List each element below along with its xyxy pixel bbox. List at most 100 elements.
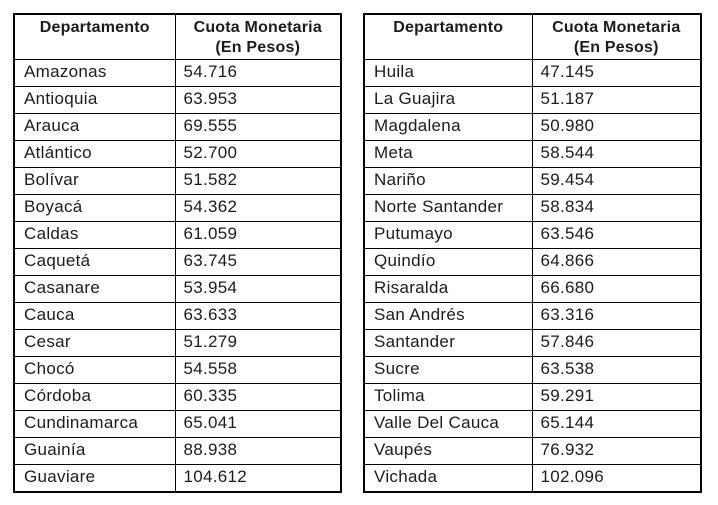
department-cell: Casanare — [13, 275, 176, 304]
quota-cell: 51.582 — [174, 167, 342, 196]
quota-cell: 64.866 — [531, 248, 702, 277]
department-cell: Boyacá — [13, 194, 176, 223]
quota-cell: 66.680 — [531, 275, 702, 304]
department-cell: Chocó — [13, 356, 176, 385]
department-cell: Atlántico — [13, 140, 176, 169]
table-row: Caldas 61.059 — [13, 221, 342, 250]
quota-cell: 52.700 — [174, 140, 342, 169]
department-cell: Norte Santander — [363, 194, 533, 223]
department-cell: Amazonas — [13, 59, 176, 88]
department-cell: Sucre — [363, 356, 533, 385]
department-cell: Putumayo — [363, 221, 533, 250]
quota-cell: 51.279 — [174, 329, 342, 358]
table-row: Nariño 59.454 — [363, 167, 702, 196]
table-row: Cesar 51.279 — [13, 329, 342, 358]
department-cell: Guainía — [13, 437, 176, 466]
column-header-departamento: Departamento — [13, 13, 176, 61]
department-cell: San Andrés — [363, 302, 533, 331]
table-body: Huila 47.145 La Guajira 51.187 Magdalena 50.9… — [363, 59, 702, 493]
quota-cell: 63.538 — [531, 356, 702, 385]
table-row: Guaviare 104.612 — [13, 464, 342, 493]
department-cell: Tolima — [363, 383, 533, 412]
table-row: Chocó 54.558 — [13, 356, 342, 385]
header-label: Departamento — [393, 19, 504, 36]
header-label-line2: (En Pesos) — [573, 38, 659, 56]
department-cell: Antioquia — [13, 86, 176, 115]
table-row: Boyacá 54.362 — [13, 194, 342, 223]
table-row: Cundinamarca 65.041 — [13, 410, 342, 439]
table-body: Amazonas 54.716 Antioquia 63.953 Arauca 69.55… — [13, 59, 342, 493]
table-row: Antioquia 63.953 — [13, 86, 342, 115]
department-cell: Córdoba — [13, 383, 176, 412]
department-cell: Meta — [363, 140, 533, 169]
quota-table-right: Departamento Cuota Monetaria (En Pesos) … — [363, 13, 702, 493]
quota-cell: 51.187 — [531, 86, 702, 115]
column-header-cuota-monetaria: Cuota Monetaria (En Pesos) — [531, 13, 702, 61]
quota-cell: 69.555 — [174, 113, 342, 142]
quota-cell: 58.544 — [531, 140, 702, 169]
quota-cell: 59.454 — [531, 167, 702, 196]
quota-cell: 54.716 — [174, 59, 342, 88]
table-row: Quindío 64.866 — [363, 248, 702, 277]
table-row: Cauca 63.633 — [13, 302, 342, 331]
header-label: Departamento — [39, 19, 150, 36]
header-label-line1: Cuota Monetaria — [552, 19, 681, 36]
table-row: Vaupés 76.932 — [363, 437, 702, 466]
department-cell: Risaralda — [363, 275, 533, 304]
quota-cell: 53.954 — [174, 275, 342, 304]
quota-cell: 58.834 — [531, 194, 702, 223]
quota-cell: 61.059 — [174, 221, 342, 250]
quota-cell: 65.144 — [531, 410, 702, 439]
table-row: La Guajira 51.187 — [363, 86, 702, 115]
department-cell: Cesar — [13, 329, 176, 358]
quota-cell: 102.096 — [531, 464, 702, 493]
department-cell: Caldas — [13, 221, 176, 250]
table-row: Valle Del Cauca 65.144 — [363, 410, 702, 439]
table-row: Guainía 88.938 — [13, 437, 342, 466]
header-row: Departamento Cuota Monetaria (En Pesos) — [13, 13, 342, 61]
table-row: Amazonas 54.716 — [13, 59, 342, 88]
department-cell: Cundinamarca — [13, 410, 176, 439]
table-row: Caquetá 63.745 — [13, 248, 342, 277]
department-cell: La Guajira — [363, 86, 533, 115]
table-row: Casanare 53.954 — [13, 275, 342, 304]
table-row: Tolima 59.291 — [363, 383, 702, 412]
table-row: Sucre 63.538 — [363, 356, 702, 385]
table-row: Risaralda 66.680 — [363, 275, 702, 304]
quota-cell: 88.938 — [174, 437, 342, 466]
department-cell: Nariño — [363, 167, 533, 196]
quota-cell: 104.612 — [174, 464, 342, 493]
table-row: Arauca 69.555 — [13, 113, 342, 142]
header-row: Departamento Cuota Monetaria (En Pesos) — [363, 13, 702, 61]
department-cell: Caquetá — [13, 248, 176, 277]
table-row: Córdoba 60.335 — [13, 383, 342, 412]
table-row: Atlántico 52.700 — [13, 140, 342, 169]
department-cell: Vaupés — [363, 437, 533, 466]
department-cell: Santander — [363, 329, 533, 358]
table-row: Meta 58.544 — [363, 140, 702, 169]
department-cell: Bolívar — [13, 167, 176, 196]
department-cell: Huila — [363, 59, 533, 88]
quota-cell: 63.546 — [531, 221, 702, 250]
quota-cell: 50.980 — [531, 113, 702, 142]
department-cell: Valle Del Cauca — [363, 410, 533, 439]
quota-cell: 63.745 — [174, 248, 342, 277]
table-row: Putumayo 63.546 — [363, 221, 702, 250]
quota-cell: 57.846 — [531, 329, 702, 358]
table-header: Departamento Cuota Monetaria (En Pesos) — [363, 13, 702, 61]
quota-cell: 63.953 — [174, 86, 342, 115]
table-row: San Andrés 63.316 — [363, 302, 702, 331]
table-row: Norte Santander 58.834 — [363, 194, 702, 223]
table-row: Santander 57.846 — [363, 329, 702, 358]
quota-cell: 60.335 — [174, 383, 342, 412]
quota-cell: 54.558 — [174, 356, 342, 385]
header-label-line2: (En Pesos) — [215, 38, 301, 56]
department-cell: Vichada — [363, 464, 533, 493]
quota-table-left: Departamento Cuota Monetaria (En Pesos) … — [13, 13, 342, 493]
department-cell: Arauca — [13, 113, 176, 142]
quota-cell: 63.633 — [174, 302, 342, 331]
quota-cell: 63.316 — [531, 302, 702, 331]
table-row: Magdalena 50.980 — [363, 113, 702, 142]
quota-cell: 54.362 — [174, 194, 342, 223]
